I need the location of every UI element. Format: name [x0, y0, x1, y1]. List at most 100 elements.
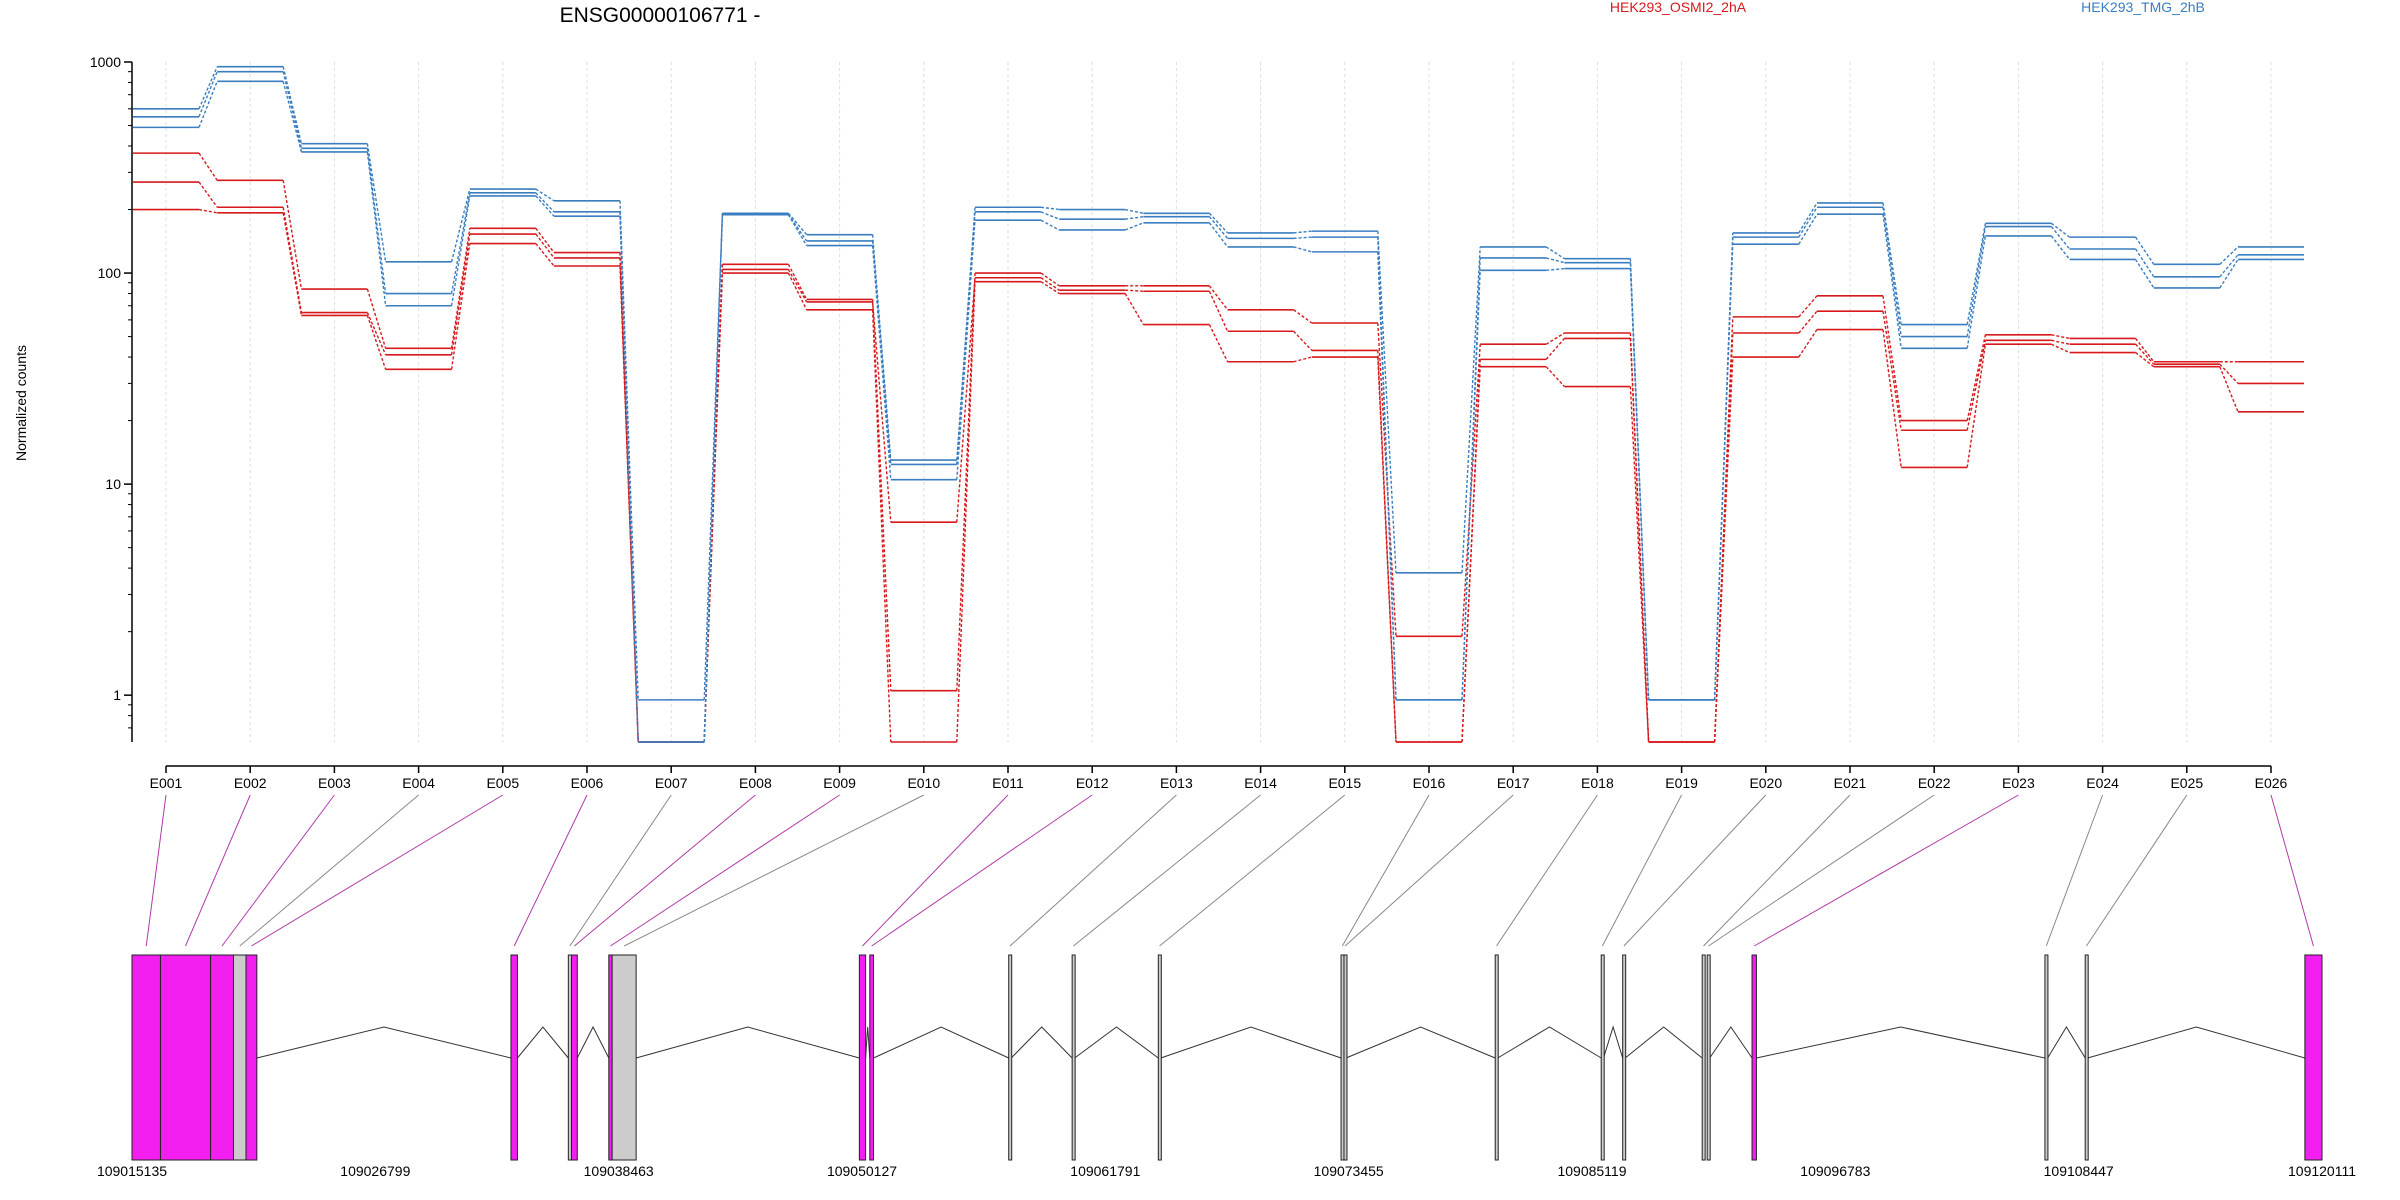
coordinate-label: 109120111	[2288, 1163, 2356, 1179]
exon-transition	[450, 228, 471, 349]
series-HEK293_OSMI2_2hA	[133, 152, 2304, 743]
exon-box-E004	[232, 954, 247, 1161]
intron-chevron	[2047, 1026, 2086, 1059]
exon-transition	[1629, 338, 1650, 743]
x-tick-label: E002	[234, 775, 267, 791]
exon-transition	[1461, 344, 1481, 637]
intron-chevron	[256, 1026, 512, 1059]
exon-transition	[619, 216, 639, 743]
exon-transition	[1293, 246, 1312, 253]
exon-transition	[1882, 311, 1902, 431]
exon-box-E003	[210, 954, 234, 1161]
chart-title: ENSG00000106771 -	[560, 4, 761, 27]
exon-connector	[145, 794, 167, 947]
exon-transition	[1461, 246, 1481, 573]
exon-transition	[450, 188, 471, 263]
exon-transition	[2219, 363, 2239, 384]
series-HEK293_TMG_2hB	[133, 80, 2304, 743]
x-tick-label: E001	[150, 775, 183, 791]
intron-chevron	[1603, 1025, 1624, 1059]
exon-connector	[1703, 794, 1851, 947]
exon-connector	[513, 794, 588, 947]
x-tick-label: E021	[1834, 775, 1867, 791]
exon-transition	[1125, 208, 1144, 214]
series-lines	[133, 65, 2304, 743]
legend-entry-tmg: HEK293_TMG_2hB	[2081, 0, 2205, 15]
intron-chevron	[1074, 1026, 1159, 1059]
exon-transition	[1966, 344, 1987, 468]
exon-transition	[871, 309, 892, 743]
exon-transition	[1882, 207, 1902, 337]
exon-transition	[535, 195, 555, 217]
exon-transition	[198, 208, 218, 214]
exon-transition	[198, 71, 218, 118]
exon-transition	[366, 312, 387, 356]
exon-transition	[1798, 329, 1818, 358]
exon-transition	[1798, 213, 1818, 245]
exon-transition	[2219, 246, 2239, 265]
exon-transition	[450, 192, 471, 294]
intron-chevron	[2087, 1026, 2306, 1059]
x-tick-label: E025	[2170, 775, 2203, 791]
exon-transition	[2051, 339, 2070, 345]
exon-connector	[251, 794, 504, 947]
coordinate-label: 109096783	[1800, 1163, 1870, 1179]
exon-connector	[569, 794, 672, 947]
exon-transition	[1125, 289, 1144, 292]
exon-transition	[1966, 235, 1987, 349]
y-tick-label: 10	[105, 476, 121, 492]
exon-transition	[2135, 343, 2155, 365]
exon-transition	[1882, 295, 1902, 421]
exon-transition	[1124, 293, 1145, 325]
exon-transition	[1461, 270, 1481, 700]
grid-lines	[165, 62, 2272, 742]
exon-transition	[1040, 219, 1060, 231]
exon-box-E014	[1071, 954, 1076, 1161]
exon-transition	[2135, 236, 2155, 265]
exon-transition	[366, 148, 387, 294]
exon-transition	[956, 281, 976, 743]
exon-box-E020	[1622, 954, 1627, 1161]
exon-box-E012	[869, 954, 875, 1161]
exon-transition	[956, 277, 976, 523]
exon-transition	[2135, 259, 2155, 289]
exon-transition	[871, 299, 892, 691]
exon-transition	[787, 264, 808, 300]
exon-transition	[450, 195, 471, 306]
legend-entry-osmi2: HEK293_OSMI2_2hA	[1610, 0, 1747, 15]
exon-transition	[787, 269, 808, 303]
gene-model	[131, 954, 2323, 1161]
x-tick-label: E006	[571, 775, 604, 791]
exon-transition	[2135, 248, 2155, 278]
exon-connector	[1159, 794, 1346, 947]
exon-box-E022	[1706, 954, 1711, 1161]
exon-transition	[282, 212, 303, 316]
exon-transition	[282, 71, 303, 149]
exon-transition	[787, 214, 808, 246]
series-HEK293_OSMI2_2hA	[133, 181, 2304, 743]
exon-transition	[1208, 290, 1229, 332]
exon-connector	[185, 794, 251, 947]
exon-transition	[1966, 340, 1987, 431]
exon-transition	[1040, 206, 1060, 211]
exon-transition	[1713, 357, 1734, 743]
exon-transition	[366, 151, 387, 306]
exon-transition	[1798, 202, 1818, 234]
intron-chevron	[1160, 1026, 1342, 1059]
exon-transition	[1040, 277, 1060, 291]
exon-transition	[2051, 334, 2070, 340]
exon-connector	[574, 794, 756, 947]
exon-transition	[956, 220, 976, 480]
exon-box-E026	[2304, 954, 2323, 1161]
exon-transition	[1040, 211, 1060, 220]
exon-transition	[1882, 202, 1902, 325]
exon-transition	[1208, 212, 1229, 234]
exon-transition	[366, 288, 387, 349]
x-tick-label: E014	[1244, 775, 1277, 791]
intron-chevron	[1497, 1026, 1602, 1059]
exon-connector	[862, 794, 1009, 947]
x-tick-label: E012	[1076, 775, 1109, 791]
x-tick-label: E020	[1749, 775, 1782, 791]
exon-box-E015	[1157, 954, 1162, 1161]
